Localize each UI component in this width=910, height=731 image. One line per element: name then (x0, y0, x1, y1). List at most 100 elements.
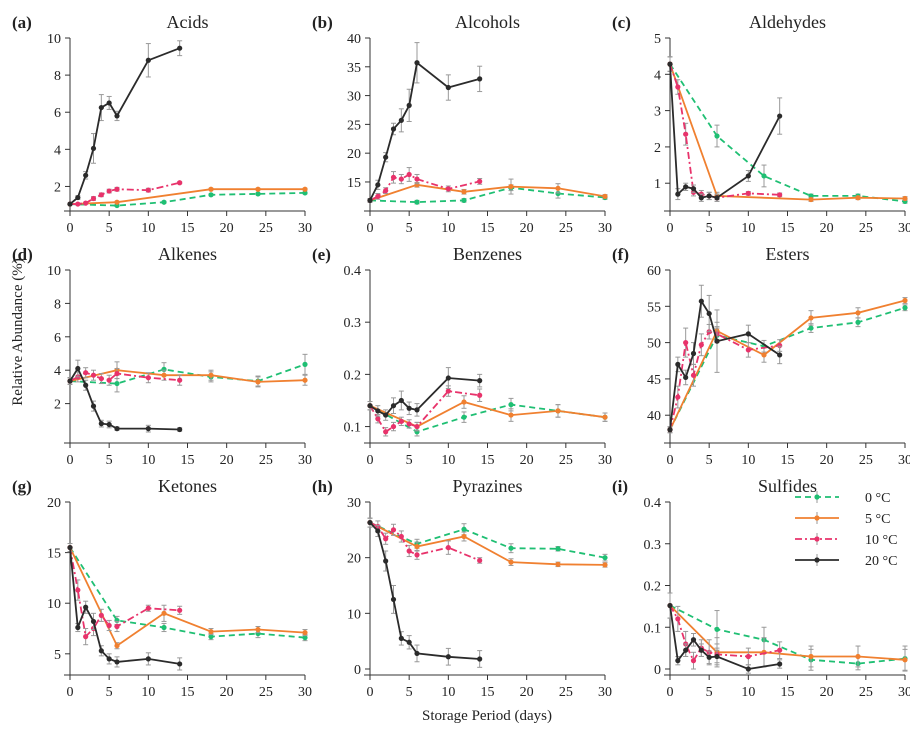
x-tick-label: 5 (706, 453, 713, 468)
series-line-5c (669, 604, 906, 661)
x-tick-label: 20 (820, 453, 834, 468)
series-20c (667, 56, 783, 202)
data-point (508, 559, 514, 565)
x-tick-label: 15 (481, 685, 495, 700)
panel-title: Acids (167, 12, 209, 32)
series-10c (667, 56, 783, 202)
data-point (706, 193, 712, 199)
panel-title: Benzenes (453, 244, 522, 264)
legend: 0 °C 5 °C 10 °C 20 °C (795, 491, 897, 569)
x-tick-label: 25 (559, 221, 573, 236)
y-tick-label: 0.2 (344, 368, 362, 383)
x-tick-label: 25 (859, 685, 873, 700)
data-point (414, 650, 420, 657)
data-point (555, 561, 561, 567)
x-tick-label: 30 (298, 221, 312, 236)
data-point (208, 186, 214, 192)
legend-marker (814, 557, 820, 563)
series-5c (367, 178, 608, 203)
series-line-20c (369, 521, 480, 660)
legend-marker (814, 536, 820, 542)
data-point (698, 647, 704, 653)
data-point (761, 352, 767, 358)
data-point (98, 612, 104, 618)
x-tick-label: 0 (67, 453, 74, 468)
data-point (114, 113, 120, 119)
data-point (390, 403, 397, 409)
data-point (667, 61, 673, 67)
x-tick-label: 15 (781, 453, 795, 468)
data-point (114, 659, 120, 665)
y-tick-label: 20 (347, 147, 361, 162)
data-point (114, 199, 120, 205)
data-point (208, 634, 214, 640)
data-point (208, 372, 214, 378)
data-point (302, 361, 308, 367)
x-tick-label: 20 (220, 221, 234, 236)
chart-panel-alcohols: Alcohols (b) 15 20 25 30 35 40 0 5 10 15 20 25 30 (312, 12, 612, 236)
data-point (745, 190, 751, 196)
x-tick-label: 5 (706, 685, 713, 700)
data-point (808, 653, 814, 660)
data-point (745, 173, 751, 179)
series-0c (667, 592, 908, 672)
data-point (461, 414, 467, 420)
data-point (414, 407, 420, 413)
y-tick-label: 15 (347, 176, 361, 191)
y-axis-label: Relative Abundance (%) (10, 258, 26, 405)
data-point (667, 427, 673, 433)
data-point (302, 377, 308, 383)
x-tick-label: 20 (520, 453, 534, 468)
series-20c (667, 592, 783, 674)
y-tick-label: 0.3 (344, 316, 362, 331)
x-tick-label: 20 (520, 221, 534, 236)
data-point (106, 421, 112, 428)
data-point (208, 192, 214, 198)
panel-title: Alkenes (158, 244, 217, 264)
data-point (690, 186, 697, 192)
data-point (855, 653, 861, 660)
x-tick-label: 25 (559, 685, 573, 700)
chart-panel-pyrazines: Pyrazines (h) 0 10 20 30 0 5 10 15 20 25 30 (312, 476, 612, 700)
series-line-0c (69, 192, 306, 207)
x-tick-label: 25 (259, 221, 273, 236)
x-tick-label: 30 (598, 453, 612, 468)
data-point (302, 635, 308, 641)
data-point (855, 319, 861, 325)
data-point (477, 178, 483, 184)
x-tick-label: 30 (898, 221, 910, 236)
data-point (390, 126, 397, 132)
data-point (398, 635, 404, 641)
x-tick-label: 20 (820, 221, 834, 236)
y-tick-label: 40 (647, 409, 661, 424)
data-point (98, 421, 104, 427)
data-point (177, 45, 183, 51)
x-tick-label: 10 (441, 453, 455, 468)
data-point (98, 648, 104, 654)
data-point (555, 546, 561, 552)
data-point (414, 199, 420, 205)
panel-title: Alcohols (455, 12, 520, 32)
data-point (177, 180, 183, 186)
data-point (406, 171, 412, 178)
y-tick-label: 40 (347, 32, 361, 47)
data-point (302, 190, 308, 196)
series-0c (667, 56, 908, 204)
data-point (398, 176, 404, 182)
data-point (675, 84, 681, 90)
legend-label: 5 °C (865, 512, 890, 527)
x-tick-label: 20 (220, 685, 234, 700)
data-point (414, 423, 420, 430)
series-20c (367, 42, 483, 203)
y-tick-label: 30 (347, 90, 361, 105)
chart-panel-alkenes: Alkenes (d) 2 4 6 8 10 0 5 10 15 20 25 30 (12, 244, 312, 468)
data-point (477, 76, 483, 82)
data-point (745, 331, 751, 337)
data-point (477, 378, 483, 384)
data-point (777, 113, 783, 119)
data-point (367, 197, 373, 203)
data-point (461, 197, 467, 203)
chart-panel-ketones: Ketones (g) 5 10 15 20 0 5 10 15 20 25 30 (12, 476, 312, 700)
data-point (75, 194, 81, 201)
data-point (75, 624, 81, 631)
